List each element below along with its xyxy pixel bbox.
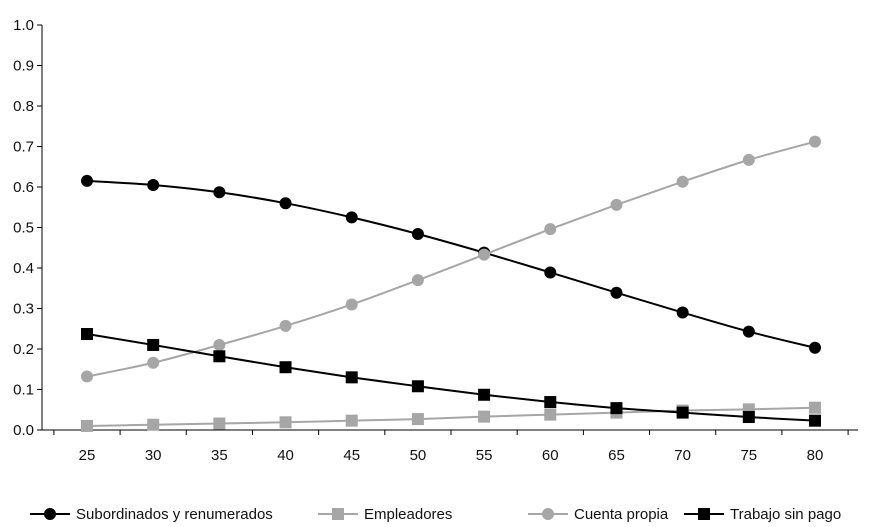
legend-label: Cuenta propia (574, 506, 669, 523)
data-point (478, 388, 491, 401)
x-tick-label: 30 (145, 447, 162, 464)
data-point (676, 175, 689, 188)
data-point (809, 414, 821, 427)
x-tick-label: 25 (79, 447, 96, 464)
axes (41, 25, 858, 431)
data-point (279, 361, 292, 374)
data-point (411, 274, 424, 287)
y-tick-label: 0.3 (13, 301, 34, 318)
data-point (81, 370, 93, 383)
y-tick-label: 0.9 (13, 58, 34, 75)
legend-marker (332, 508, 344, 520)
series-trabajo-sin-pago (81, 328, 821, 427)
data-point (809, 341, 821, 354)
legend-marker (698, 508, 710, 520)
legend-label: Subordinados y renumerados (76, 506, 273, 523)
data-point (279, 416, 292, 429)
y-axis-ticks: 0.0 0.1 0.2 0.3 0.4 0.5 0.6 0.7 0.8 0.9 1.0 (13, 17, 42, 439)
legend-item-cuenta-propia: Cuenta propia (528, 506, 669, 523)
x-tick-label: 35 (211, 447, 228, 464)
x-tick-label: 80 (807, 447, 824, 464)
data-point (478, 248, 491, 261)
data-point (147, 338, 160, 351)
data-point (676, 306, 689, 319)
x-tick-label: 65 (608, 447, 625, 464)
data-point (147, 178, 160, 191)
legend-item-trabajo-sin-pago: Trabajo sin pago (684, 506, 841, 523)
series-line (86, 179, 816, 349)
legend-item-subordinados-y-renumerados: Subordinados y renumerados (30, 506, 273, 523)
data-point (610, 198, 623, 211)
legend-marker (542, 508, 554, 520)
series-empleadores (81, 401, 821, 432)
y-tick-label: 0.4 (13, 260, 34, 277)
y-tick-label: 0.7 (13, 139, 34, 156)
series-cuenta-propia (81, 135, 821, 383)
data-point (411, 413, 424, 426)
data-point (213, 350, 226, 363)
data-point (279, 197, 292, 210)
series-layer (81, 135, 821, 432)
legend-label: Empleadores (364, 506, 452, 523)
data-point (147, 418, 160, 431)
data-point (544, 408, 557, 421)
data-point (213, 338, 226, 351)
data-point (544, 396, 557, 409)
x-tick-label: 45 (343, 447, 360, 464)
data-point (478, 410, 491, 423)
data-point (81, 174, 93, 187)
data-point (610, 286, 623, 299)
x-axis-ticks: 25 30 35 40 45 50 55 60 65 70 75 80 (53, 430, 849, 464)
series-subordinados-y-renumerados (81, 174, 821, 354)
data-point (809, 135, 821, 148)
legend-marker (44, 508, 56, 520)
series-line (86, 406, 816, 427)
data-point (610, 402, 623, 415)
legend-item-empleadores: Empleadores (318, 506, 452, 523)
y-tick-label: 0.5 (13, 220, 34, 237)
x-tick-label: 40 (277, 447, 294, 464)
data-point (345, 298, 358, 311)
x-tick-label: 75 (740, 447, 757, 464)
data-point (809, 401, 821, 414)
x-tick-label: 50 (410, 447, 427, 464)
y-tick-label: 0.1 (13, 382, 34, 399)
legend: Subordinados y renumerados Empleadores Cue… (30, 506, 841, 523)
y-tick-label: 0.0 (13, 422, 34, 439)
data-point (411, 227, 424, 240)
data-point (742, 411, 755, 424)
data-point (544, 223, 557, 236)
data-point (81, 328, 93, 341)
data-point (742, 153, 755, 166)
data-point (345, 414, 358, 427)
legend-label: Trabajo sin pago (730, 506, 841, 523)
y-tick-label: 0.2 (13, 341, 34, 358)
data-point (544, 266, 557, 279)
data-point (213, 417, 226, 430)
data-point (345, 211, 358, 224)
data-point (81, 419, 93, 432)
data-point (742, 325, 755, 338)
y-tick-label: 0.6 (13, 179, 34, 196)
x-tick-label: 60 (542, 447, 559, 464)
data-point (676, 406, 689, 419)
data-point (411, 380, 424, 393)
y-tick-label: 1.0 (13, 17, 34, 34)
data-point (213, 186, 226, 199)
data-point (279, 319, 292, 332)
x-tick-label: 55 (476, 447, 493, 464)
y-tick-label: 0.8 (13, 98, 34, 115)
series-line (86, 140, 816, 378)
data-point (147, 356, 160, 369)
series-line (86, 333, 816, 422)
x-tick-label: 70 (674, 447, 691, 464)
data-point (345, 371, 358, 384)
